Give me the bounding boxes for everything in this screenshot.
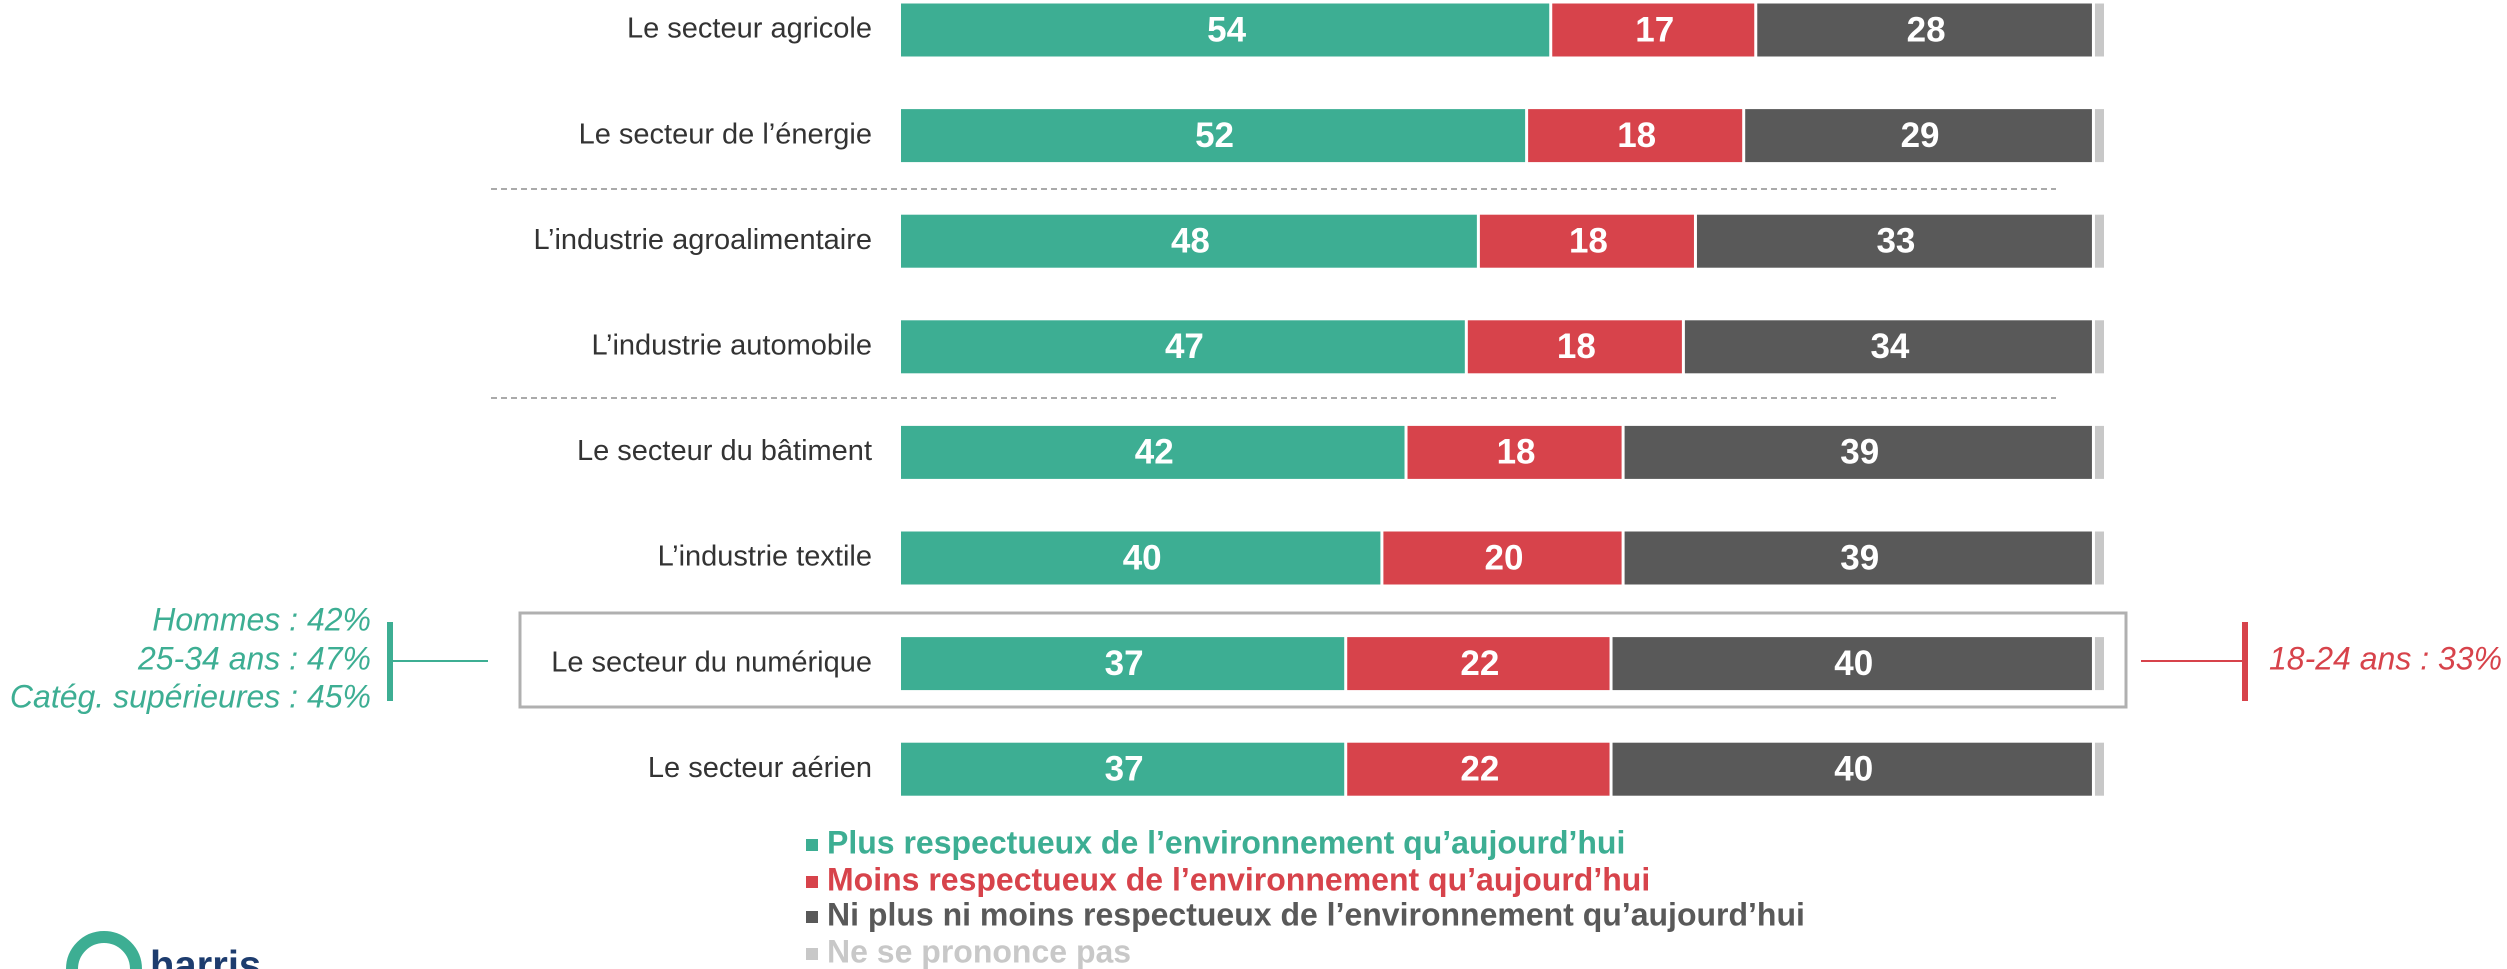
legend-label: Plus respectueux de l’environnement qu’a… [827,824,1625,860]
bar-segment [1467,320,1682,374]
value-label: 28 [1907,10,1946,49]
value-label: 18 [1617,116,1656,155]
bar-segment [901,214,1477,268]
category-label: Le secteur agricole [627,13,872,45]
legend-label: Ni plus ni moins respectueux de l’enviro… [827,896,1805,932]
value-label: 40 [1834,749,1873,788]
bar-segment [1612,742,2092,796]
bar-segment [2094,425,2104,479]
value-label: 22 [1460,749,1499,788]
bar-segment [2094,109,2104,163]
value-label: 39 [1840,433,1879,472]
value-label: 34 [1870,327,1909,366]
value-label: 39 [1840,538,1879,577]
bar-segment [1479,214,1694,268]
bar-segment [2094,214,2104,268]
category-label: Le secteur de l’énergie [579,118,872,150]
bar-segment [1624,425,2092,479]
value-label: 48 [1171,221,1210,260]
value-label: 42 [1135,433,1174,472]
bar-segment [901,742,1345,796]
highlight-box [518,611,2128,709]
value-label: 54 [1207,10,1246,49]
annotation-bar [2242,622,2248,701]
value-label: 52 [1195,116,1234,155]
bar-segment [1383,531,1622,585]
category-label: Le secteur du bâtiment [577,435,872,467]
category-label: L’industrie agroalimentaire [533,224,872,256]
bar-segment [901,3,1550,57]
legend-swatch [806,911,818,923]
value-label: 18 [1557,327,1596,366]
bar-segment [901,320,1465,374]
bar-segment [2094,742,2104,796]
value-label: 40 [1834,644,1873,683]
bar-segment [1757,3,2092,57]
bar-segment [1612,637,2092,691]
bar-segment [1745,109,2092,163]
legend-label: Ne se prononce pas [827,933,1131,969]
annotation: 25-34 ans : 47% [137,640,371,676]
value-label: 37 [1105,749,1144,788]
value-label: 18 [1497,433,1536,472]
bar-segment [901,109,1526,163]
value-label: 22 [1460,644,1499,683]
bar-segment [2094,3,2104,57]
value-label: 29 [1901,116,1940,155]
category-label: L’industrie textile [658,541,872,573]
bar-segment [1407,425,1622,479]
value-label: 47 [1165,327,1204,366]
category-label: Le secteur aérien [648,752,872,784]
logo-icon [66,931,142,969]
bar-segment [1552,3,1755,57]
bar-segment [1528,109,1743,163]
value-label: 17 [1635,10,1674,49]
annotation: 18-24 ans : 33% [2269,640,2502,676]
annotation: Catég. supérieures : 45% [10,678,371,714]
bar-segment [1347,742,1610,796]
annotation: Hommes : 42% [152,601,371,637]
value-label: 18 [1569,221,1608,260]
bar-segment [1624,531,2092,585]
legend-swatch [806,839,818,851]
bar-segment [2094,637,2104,691]
bar-segment [2094,531,2104,585]
bar-segment [901,425,1405,479]
value-label: 40 [1123,538,1162,577]
legend-swatch [806,876,818,888]
bar-segment [1696,214,2092,268]
logo: harris [150,944,261,969]
value-label: 20 [1485,538,1524,577]
category-label: L’industrie automobile [591,329,872,361]
bar-segment [901,531,1381,585]
bar-segment [2094,320,2104,374]
value-label: 33 [1876,221,1915,260]
legend-label: Moins respectueux de l’environnement qu’… [827,861,1650,897]
bar-segment [1684,320,2092,374]
category-label: Le secteur du numérique [551,646,872,678]
bar-segment [1347,637,1610,691]
legend-swatch [806,948,818,960]
bar-segment [901,637,1345,691]
value-label: 37 [1105,644,1144,683]
